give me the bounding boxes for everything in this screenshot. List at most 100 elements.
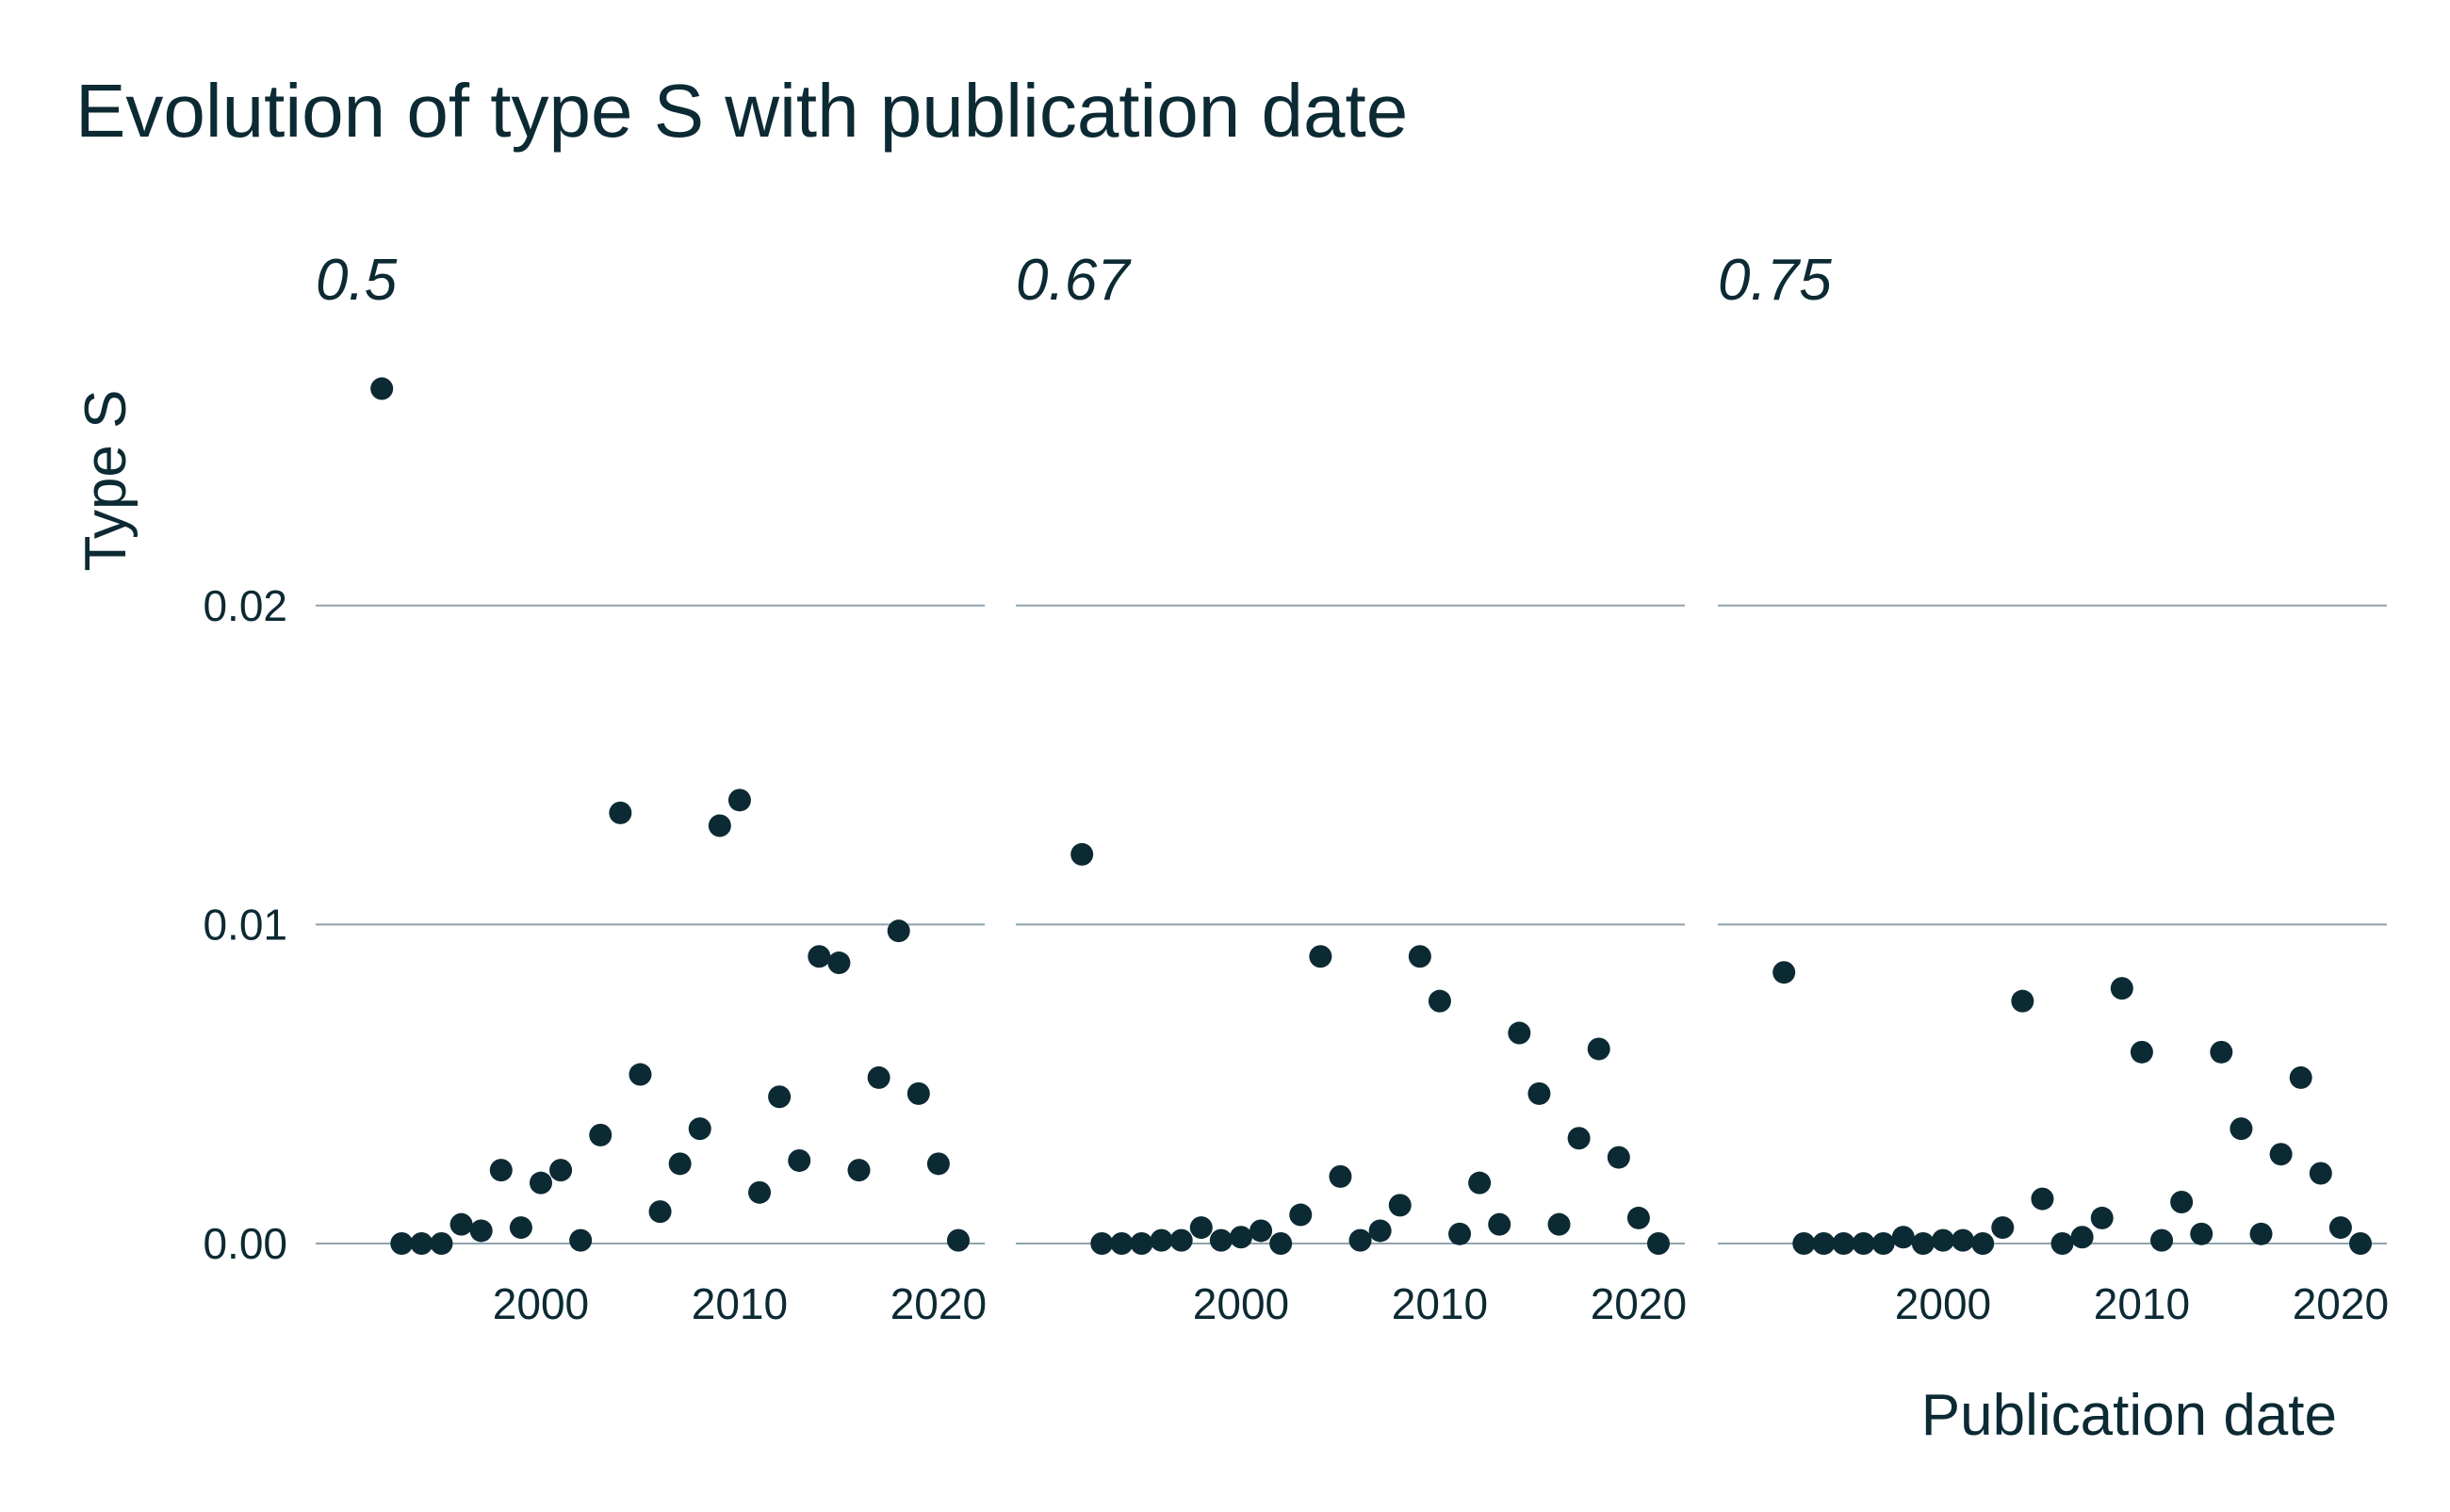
x-tick-label: 2010: [1392, 1279, 1488, 1328]
data-point: [1607, 1146, 1630, 1169]
data-point: [2130, 1040, 2153, 1064]
data-point: [788, 1148, 811, 1172]
data-point: [1812, 1232, 1836, 1255]
data-point: [2210, 1040, 2233, 1064]
data-point: [768, 1085, 792, 1109]
facet-label: 0.67: [1016, 248, 1132, 313]
data-point: [1567, 1127, 1591, 1150]
data-point: [1289, 1203, 1313, 1227]
x-tick-label: 2020: [2293, 1279, 2389, 1328]
data-point: [449, 1212, 473, 1236]
data-point: [1971, 1232, 1995, 1255]
data-point: [1229, 1226, 1252, 1249]
data-point: [727, 789, 751, 812]
data-point: [1090, 1232, 1114, 1255]
y-axis-title: Type S: [74, 390, 139, 572]
data-point: [529, 1171, 552, 1195]
data-point: [1329, 1164, 1352, 1188]
data-point: [1952, 1228, 1975, 1252]
data-point: [906, 1081, 930, 1105]
data-point: [2070, 1226, 2094, 1249]
data-point: [1169, 1228, 1193, 1252]
data-point: [2011, 989, 2034, 1013]
data-point: [390, 1232, 414, 1255]
y-tick-label: 0.02: [203, 581, 287, 630]
data-point: [2230, 1117, 2253, 1141]
x-axis-title: Publication date: [1921, 1383, 2337, 1448]
data-point: [2190, 1222, 2213, 1245]
data-point: [1408, 945, 1431, 968]
data-point: [1348, 1228, 1372, 1252]
data-point: [1189, 1216, 1213, 1240]
data-point: [1508, 1021, 1531, 1045]
data-point: [1852, 1232, 1875, 1255]
data-point: [1388, 1194, 1412, 1217]
data-point: [1891, 1226, 1915, 1249]
data-point: [2050, 1232, 2074, 1255]
facet-label: 0.5: [316, 248, 398, 313]
facet-panel: 0.75 2000 2010 2020: [1718, 248, 2389, 1328]
facet-panel: 0.67 2000 2010 2020: [1016, 248, 1687, 1328]
y-axis-ticks: 0.00 0.01 0.02: [203, 581, 287, 1268]
data-point: [1110, 1232, 1134, 1255]
data-point: [808, 945, 831, 968]
data-point: [370, 377, 394, 400]
data-point: [629, 1063, 652, 1086]
data-point: [708, 814, 731, 837]
data-point: [2289, 1065, 2312, 1089]
data-point: [827, 951, 851, 975]
data-point: [1130, 1232, 1153, 1255]
facet-panels: 0.5 2000 2010 2020 0.67 2000 2010 2020 0.75 2000 2…: [316, 248, 2389, 1328]
data-point: [688, 1117, 711, 1141]
data-point: [1911, 1232, 1935, 1255]
chart-title: Evolution of type S with publication dat…: [75, 69, 1408, 153]
data-point: [430, 1232, 453, 1255]
data-point: [887, 919, 910, 943]
data-point: [1309, 945, 1332, 968]
data-point: [1647, 1232, 1670, 1255]
data-point: [2328, 1216, 2352, 1240]
data-point: [1368, 1219, 1392, 1243]
data-point: [847, 1159, 871, 1182]
data-point: [609, 801, 632, 824]
data-point: [1931, 1228, 1954, 1252]
data-point: [569, 1228, 593, 1252]
data-point: [1070, 842, 1094, 866]
data-point: [2269, 1143, 2293, 1166]
y-tick-label: 0.00: [203, 1219, 287, 1268]
data-point: [2150, 1228, 2174, 1252]
data-point: [1991, 1216, 2015, 1240]
data-point: [1626, 1206, 1650, 1229]
x-tick-label: 2000: [493, 1279, 589, 1328]
data-point: [748, 1180, 772, 1204]
data-point: [1150, 1228, 1173, 1252]
data-point: [947, 1228, 970, 1252]
x-tick-label: 2020: [1591, 1279, 1687, 1328]
data-point: [1587, 1037, 1610, 1061]
data-point: [2031, 1187, 2054, 1211]
data-point: [1488, 1212, 1511, 1236]
data-point: [469, 1219, 493, 1243]
data-point: [589, 1123, 612, 1146]
data-point: [1209, 1228, 1233, 1252]
data-point: [1527, 1081, 1551, 1105]
data-point: [2309, 1162, 2332, 1185]
data-point: [2170, 1190, 2194, 1213]
data-point: [2249, 1222, 2273, 1245]
data-point: [648, 1200, 672, 1224]
data-point: [1547, 1212, 1571, 1236]
data-point: [1792, 1232, 1816, 1255]
data-point: [926, 1152, 950, 1176]
data-point: [867, 1065, 890, 1089]
data-point: [1468, 1171, 1492, 1195]
data-point: [2349, 1232, 2372, 1255]
x-tick-label: 2000: [1193, 1279, 1289, 1328]
facet-label: 0.75: [1718, 248, 1832, 313]
data-point: [509, 1216, 532, 1240]
data-point: [1428, 989, 1451, 1013]
data-point: [1269, 1232, 1293, 1255]
data-point: [2090, 1206, 2114, 1229]
data-point: [1448, 1222, 1472, 1245]
